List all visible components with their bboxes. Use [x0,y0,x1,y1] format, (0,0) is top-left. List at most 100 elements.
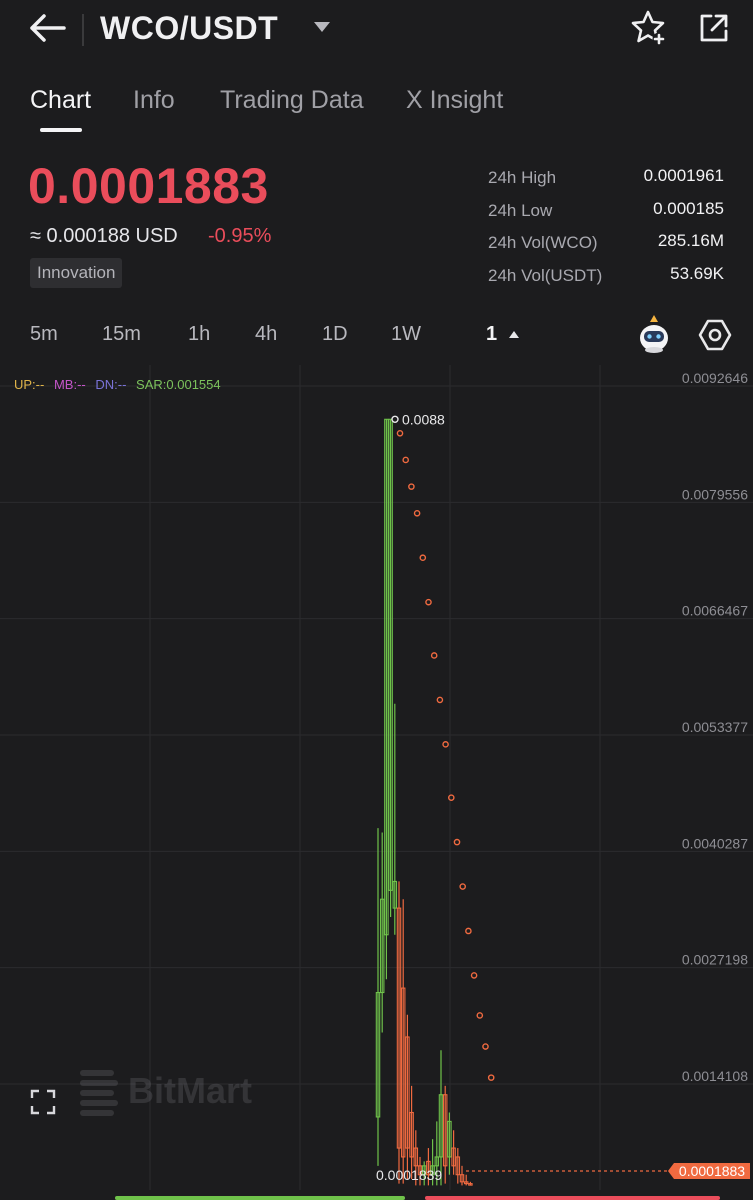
candle-body [417,1165,423,1176]
candle-body [396,907,402,1149]
interval-1d[interactable]: 1D [322,323,348,345]
price-change: -0.95% [208,225,272,247]
price-chart[interactable]: 0.0092646 0.0079556 0.0066467 0.0053377 0.00… [0,365,753,1200]
tab-info[interactable]: Info [133,86,175,114]
stat-row-vol-usdt: 24h Vol(USDT) 53.69K [488,264,724,297]
stat-value: 0.0001961 [643,166,724,185]
pair-title[interactable]: WCO/USDT [100,10,279,46]
stats-panel: 24h High 0.0001961 24h Low 0.000185 24h … [488,166,724,296]
candle-body [447,1120,452,1158]
fullscreen-icon[interactable] [28,1087,58,1117]
stat-label: 24h Vol(USDT) [488,265,603,285]
candle-body [463,1181,469,1185]
candle-body [442,1094,448,1167]
stat-row-low: 24h Low 0.000185 [488,199,724,232]
interval-1w[interactable]: 1W [391,323,421,345]
tab-trading-data[interactable]: Trading Data [220,86,364,114]
y-axis-tick-label: 0.0027198 [682,952,748,968]
high-marker-label: 0.0088 [402,411,445,427]
sar-dot [470,972,478,979]
last-price: 0.0001883 [28,158,269,214]
indicator-mb: MB:-- [53,377,86,392]
sar-dot [465,927,472,935]
y-axis-tick-label: 0.0014108 [682,1068,748,1084]
y-axis-tick-label: 0.0040287 [682,835,748,851]
candle-body [434,1156,440,1167]
indicator-sar: SAR:0.001554 [136,377,221,392]
bitmart-logo-icon [80,1070,118,1116]
candle-body [405,1036,410,1149]
interval-5m[interactable]: 5m [30,323,58,345]
stat-value: 0.000185 [653,198,724,218]
candle-body [468,1183,473,1186]
stat-row-vol-wco: 24h Vol(WCO) 285.16M [488,231,724,264]
interval-1h[interactable]: 1h [188,323,211,345]
candle-body [413,1147,419,1167]
star-plus-icon[interactable] [628,8,668,48]
sar-dot [482,1043,489,1050]
high-marker-dot [391,415,399,423]
tab-chart[interactable]: Chart [30,86,92,114]
sar-dot [408,483,415,490]
candle-body [459,1174,465,1183]
tab-x-insight[interactable]: X Insight [406,86,504,114]
share-icon[interactable] [696,10,732,46]
sar-dot [425,598,432,606]
y-axis-tick-label: 0.0079556 [682,486,748,502]
caret-up-icon[interactable] [508,329,520,339]
back-arrow-icon[interactable] [28,12,68,44]
sar-dot [396,429,404,437]
candle-body [421,1165,427,1176]
top-bar: WCO/USDT [0,0,753,60]
sar-dot [447,794,455,801]
last-price-tag-label: 0.0001883 [679,1163,745,1179]
active-tab-indicator [40,128,82,132]
indicator-up: UP:-- [14,377,45,392]
tab-bar: Chart Info Trading Data X Insight [0,80,753,134]
bottom-action-bar-edge [115,1196,720,1200]
candle-body [451,1147,456,1167]
interval-15m[interactable]: 15m [102,323,141,345]
price-usd: ≈ 0.000188 USD [30,225,178,247]
settings-hexagon-icon[interactable] [698,318,732,352]
candle-body [379,898,385,994]
candle-body [384,418,389,936]
sar-dot [459,883,467,890]
stat-row-high: 24h High 0.0001961 [488,166,724,199]
innovation-tag[interactable]: Innovation [30,258,123,288]
sar-dot [487,1074,495,1081]
sar-dot [413,509,421,517]
interval-bar: 5m 15m 1h 4h 1D 1W 1 [0,318,753,354]
candlestick-chart-svg[interactable]: 0.0092646 0.0079556 0.0066467 0.0053377 0.00… [0,365,753,1200]
last-price-tag [668,1163,750,1179]
dropdown-caret-icon[interactable] [312,20,332,34]
candle-body [438,1094,444,1158]
sar-dot [476,1012,484,1019]
stat-value: 285.16M [657,231,724,250]
stat-label: 24h Low [488,200,553,220]
sar-dot [436,696,444,704]
sar-dot [453,838,461,846]
indicator-dn: DN:-- [95,377,127,392]
candle-body [400,987,406,1158]
y-axis-tick-label: 0.0053377 [682,719,748,735]
header-divider [82,14,84,46]
low-marker-label: 0.0001839 [376,1167,442,1183]
bitmart-watermark: BitMart [78,1064,252,1120]
candle-body [430,1165,435,1176]
y-axis-tick-label: 0.0092646 [682,370,748,386]
trading-bot-icon[interactable] [636,314,672,354]
indicator-legend: UP:-- MB:-- DN:-- SAR:0.001554 [14,377,227,392]
interval-selected[interactable]: 1 [486,323,498,345]
stat-label: 24h Vol(WCO) [488,233,598,252]
candle-body [409,1111,414,1158]
watermark-text: BitMart [128,1070,252,1111]
y-axis-tick-label: 0.0066467 [682,603,748,619]
sar-dot [419,554,427,562]
candle-body [388,418,393,891]
sar-dot [402,456,410,464]
candle-body [375,991,381,1118]
sar-dot [442,741,449,748]
interval-4h[interactable]: 4h [255,323,278,345]
sar-dot [430,652,438,659]
